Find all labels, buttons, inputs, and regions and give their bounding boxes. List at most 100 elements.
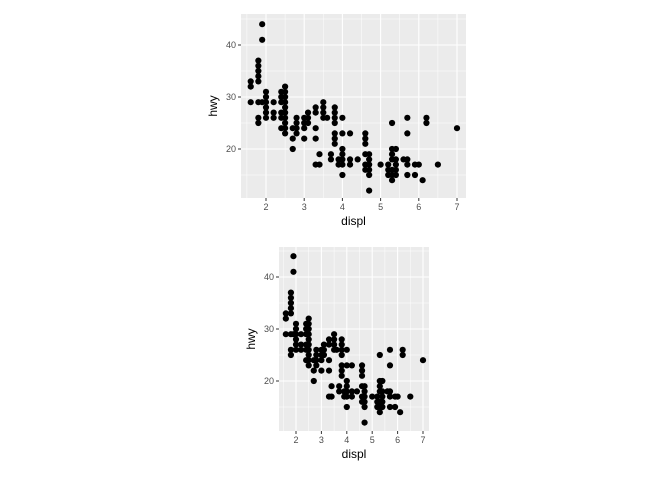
data-point [312,104,319,111]
data-point [399,346,406,353]
data-point [318,367,325,374]
data-point [320,351,328,359]
data-point [301,125,308,132]
data-point [339,151,346,158]
data-point [339,156,346,163]
x-tick-label: 4 [344,435,349,445]
data-point [386,346,394,353]
data-point [324,114,331,121]
x-tick-label: 2 [293,435,298,445]
data-point [338,336,345,343]
x-tick-label: 7 [420,435,425,445]
data-point [379,403,386,411]
data-point [292,320,300,327]
data-point [423,119,430,127]
data-point [310,367,317,374]
data-point [366,187,373,194]
y-tick-label: 30 [264,324,274,334]
data-point [328,393,335,400]
data-point [343,377,350,385]
data-point [287,346,295,353]
data-point [374,393,381,400]
data-point [343,362,350,369]
data-point [290,268,297,275]
data-point [386,362,394,369]
data-point [397,409,404,416]
data-point [282,119,289,127]
data-point [287,294,295,301]
data-point [336,383,343,390]
data-point [287,289,295,296]
data-point [331,336,338,343]
data-point [338,346,345,353]
data-point [333,346,340,353]
x-axis-title: displ [342,447,367,461]
data-point [282,93,289,101]
data-point [305,362,312,369]
data-point [392,161,399,168]
data-point [282,125,289,132]
data-point [313,351,320,359]
data-point [292,346,300,353]
data-point [297,341,305,348]
data-point [415,161,422,168]
data-point [320,99,327,106]
data-point [339,171,346,179]
data-point [388,151,396,158]
data-point [339,130,346,137]
data-point [404,114,411,121]
data-point [366,171,373,179]
data-point [262,114,270,121]
data-point [305,341,312,348]
x-axis-title: displ [341,214,366,228]
data-point [379,388,386,395]
data-point [282,315,289,322]
data-point [282,83,289,90]
data-point [336,388,343,395]
data-point [346,156,354,163]
data-point [287,351,295,359]
x-tick-label: 5 [378,202,383,212]
data-point [331,341,338,348]
panel-1: 2 3 4 5 6 7 20 30 40 displ hwy [206,14,466,228]
data-point [305,357,312,364]
data-point [259,21,266,28]
data-point [305,351,312,359]
data-point [297,331,305,338]
data-point [343,383,350,390]
data-point [255,119,262,127]
data-point [343,393,350,400]
data-point [392,145,399,153]
data-point [320,109,327,116]
data-point [331,140,338,147]
data-point [305,336,312,343]
panel-background [279,247,429,431]
data-point [247,99,254,106]
x-tick-label: 5 [370,435,375,445]
data-point [361,383,368,390]
data-point [293,119,300,127]
x-tick-label: 4 [340,202,345,212]
data-point [391,403,399,411]
data-point [320,104,327,111]
data-point [325,357,333,364]
data-point [282,114,289,121]
data-point [270,109,277,116]
panel-background [241,14,466,198]
panel-2: 2 3 4 5 6 7 20 30 40 displ hwy [244,247,429,461]
data-point [361,393,368,400]
y-tick-label: 40 [226,40,236,50]
x-tick-label: 3 [302,202,307,212]
data-point [366,151,373,158]
data-point [293,130,300,137]
data-point [331,119,338,127]
data-point [376,383,383,390]
data-point [362,130,369,137]
data-point [325,336,333,343]
data-point [247,83,254,90]
y-tick-label: 30 [226,92,236,102]
data-point [255,62,262,69]
data-point [301,135,308,142]
data-point [305,346,312,353]
data-point [377,161,384,168]
